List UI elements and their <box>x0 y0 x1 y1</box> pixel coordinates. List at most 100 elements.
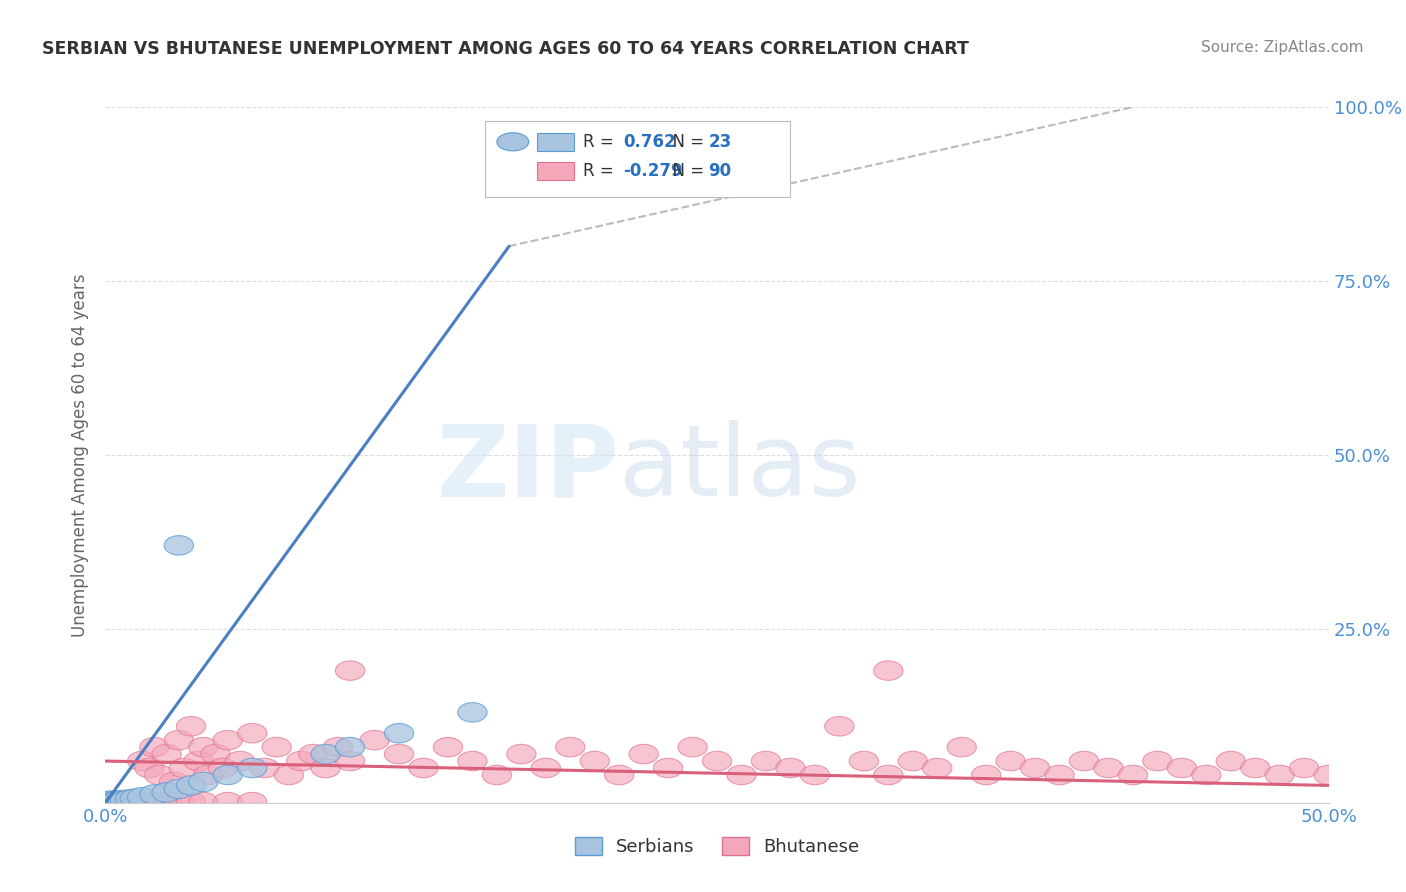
Ellipse shape <box>115 792 145 811</box>
Ellipse shape <box>654 758 683 778</box>
Ellipse shape <box>825 716 853 736</box>
Ellipse shape <box>139 738 169 757</box>
Ellipse shape <box>1021 758 1050 778</box>
Ellipse shape <box>125 792 155 811</box>
Ellipse shape <box>287 751 316 771</box>
Ellipse shape <box>112 792 142 812</box>
Ellipse shape <box>336 751 364 771</box>
Ellipse shape <box>238 792 267 812</box>
Ellipse shape <box>214 792 242 812</box>
Ellipse shape <box>128 751 157 771</box>
Ellipse shape <box>1118 765 1147 785</box>
Ellipse shape <box>115 789 145 809</box>
Ellipse shape <box>110 791 139 811</box>
Ellipse shape <box>152 744 181 764</box>
Ellipse shape <box>188 772 218 792</box>
Ellipse shape <box>1265 765 1295 785</box>
Ellipse shape <box>176 716 205 736</box>
Bar <box>537 162 574 180</box>
Ellipse shape <box>188 738 218 757</box>
Text: R =: R = <box>582 133 619 151</box>
Ellipse shape <box>873 765 903 785</box>
Ellipse shape <box>103 792 132 811</box>
Ellipse shape <box>159 772 188 792</box>
Ellipse shape <box>128 792 157 812</box>
Text: 23: 23 <box>709 133 731 151</box>
Ellipse shape <box>169 758 198 778</box>
Ellipse shape <box>176 776 205 795</box>
Ellipse shape <box>122 792 152 812</box>
Ellipse shape <box>336 661 364 681</box>
Ellipse shape <box>605 765 634 785</box>
Ellipse shape <box>311 744 340 764</box>
Ellipse shape <box>323 738 353 757</box>
Ellipse shape <box>225 751 254 771</box>
Text: N =: N = <box>662 133 710 151</box>
Ellipse shape <box>98 792 128 812</box>
Text: 90: 90 <box>709 162 731 180</box>
Ellipse shape <box>184 751 214 771</box>
Ellipse shape <box>506 744 536 764</box>
Ellipse shape <box>1289 758 1319 778</box>
Ellipse shape <box>581 751 609 771</box>
Ellipse shape <box>849 751 879 771</box>
Ellipse shape <box>120 792 149 811</box>
Ellipse shape <box>250 758 280 778</box>
Ellipse shape <box>922 758 952 778</box>
Ellipse shape <box>101 792 129 811</box>
Ellipse shape <box>311 758 340 778</box>
Ellipse shape <box>1216 751 1246 771</box>
Ellipse shape <box>103 791 132 811</box>
Ellipse shape <box>727 765 756 785</box>
Ellipse shape <box>110 792 139 811</box>
Ellipse shape <box>101 792 129 812</box>
Ellipse shape <box>208 758 238 778</box>
Ellipse shape <box>433 738 463 757</box>
Y-axis label: Unemployment Among Ages 60 to 64 years: Unemployment Among Ages 60 to 64 years <box>72 273 90 637</box>
Ellipse shape <box>298 744 328 764</box>
Text: R =: R = <box>582 162 619 180</box>
Ellipse shape <box>384 723 413 743</box>
Ellipse shape <box>776 758 806 778</box>
Ellipse shape <box>555 738 585 757</box>
Ellipse shape <box>458 751 486 771</box>
Ellipse shape <box>384 744 413 764</box>
Text: atlas: atlas <box>619 420 860 517</box>
Ellipse shape <box>1240 758 1270 778</box>
Ellipse shape <box>165 535 194 555</box>
Ellipse shape <box>176 792 205 812</box>
Ellipse shape <box>201 744 231 764</box>
Ellipse shape <box>152 792 181 812</box>
Ellipse shape <box>1192 765 1220 785</box>
Ellipse shape <box>135 758 165 778</box>
Ellipse shape <box>751 751 780 771</box>
Ellipse shape <box>139 785 169 805</box>
Ellipse shape <box>115 792 145 812</box>
Ellipse shape <box>145 765 174 785</box>
Ellipse shape <box>214 765 242 785</box>
Ellipse shape <box>458 703 486 723</box>
Ellipse shape <box>214 731 242 750</box>
Ellipse shape <box>1094 758 1123 778</box>
Ellipse shape <box>194 765 224 785</box>
Ellipse shape <box>873 661 903 681</box>
Ellipse shape <box>120 789 149 808</box>
Ellipse shape <box>165 792 194 812</box>
Ellipse shape <box>360 731 389 750</box>
Ellipse shape <box>262 738 291 757</box>
Ellipse shape <box>108 791 138 811</box>
Ellipse shape <box>188 792 218 812</box>
Text: 0.762: 0.762 <box>623 133 675 151</box>
Text: SERBIAN VS BHUTANESE UNEMPLOYMENT AMONG AGES 60 TO 64 YEARS CORRELATION CHART: SERBIAN VS BHUTANESE UNEMPLOYMENT AMONG … <box>42 40 969 58</box>
Ellipse shape <box>93 792 122 812</box>
Ellipse shape <box>103 792 132 812</box>
Ellipse shape <box>96 791 125 811</box>
Ellipse shape <box>238 758 267 778</box>
Ellipse shape <box>1167 758 1197 778</box>
Ellipse shape <box>274 765 304 785</box>
Ellipse shape <box>139 792 169 812</box>
Ellipse shape <box>1315 765 1343 785</box>
Ellipse shape <box>93 792 122 811</box>
Ellipse shape <box>678 738 707 757</box>
Ellipse shape <box>995 751 1025 771</box>
